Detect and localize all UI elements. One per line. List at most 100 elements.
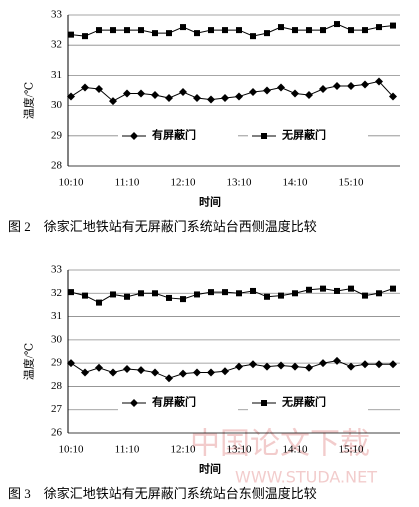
marker — [334, 287, 340, 294]
marker — [264, 293, 270, 300]
marker — [235, 92, 243, 101]
legend-marker — [130, 399, 138, 407]
marker — [389, 92, 397, 101]
x-tick-label: 10:10 — [58, 444, 84, 456]
marker — [151, 368, 159, 377]
y-tick-label: 33 — [51, 9, 63, 21]
y-axis-title: 温度/℃ — [22, 343, 36, 380]
marker — [376, 24, 382, 31]
y-tick-label: 29 — [51, 129, 63, 141]
marker — [319, 359, 327, 368]
marker — [375, 360, 383, 369]
series-line — [70, 80, 394, 102]
marker — [348, 27, 354, 34]
y-tick-label: 29 — [51, 357, 63, 369]
series-line — [70, 288, 394, 304]
marker — [306, 286, 312, 293]
legend-marker — [130, 132, 138, 140]
legend-label: 有屏蔽门 — [152, 128, 196, 142]
marker — [123, 364, 131, 373]
marker — [137, 89, 145, 98]
marker — [67, 359, 75, 368]
caption: 图 3 徐家汇地铁站有无屏蔽门系统站台东侧温度比较 — [8, 486, 317, 501]
marker — [179, 88, 187, 97]
marker — [124, 293, 130, 300]
marker — [361, 80, 369, 89]
marker — [292, 27, 298, 34]
marker — [68, 289, 74, 296]
marker — [278, 292, 284, 299]
x-tick-label: 14:10 — [282, 444, 308, 456]
marker — [166, 294, 172, 301]
marker — [235, 362, 243, 371]
marker — [207, 368, 215, 377]
marker — [305, 91, 313, 100]
marker — [81, 83, 89, 92]
marker — [249, 88, 257, 97]
marker — [334, 21, 340, 28]
marker — [208, 289, 214, 296]
legend-bg — [248, 395, 368, 411]
y-axis-title: 温度/℃ — [22, 82, 36, 119]
marker — [250, 33, 256, 40]
y-tick-label: 33 — [51, 264, 63, 276]
legend-marker — [261, 400, 267, 406]
marker — [376, 290, 382, 297]
x-tick-label: 11:10 — [115, 177, 140, 189]
legend-marker — [261, 133, 267, 139]
marker — [277, 361, 285, 370]
x-tick-label: 15:10 — [338, 177, 364, 189]
marker — [110, 27, 116, 34]
x-axis-title: 时间 — [199, 195, 221, 209]
marker — [95, 84, 103, 93]
marker — [180, 24, 186, 31]
marker — [306, 27, 312, 34]
marker — [152, 290, 158, 297]
marker — [67, 92, 75, 101]
marker — [291, 89, 299, 98]
marker — [236, 290, 242, 297]
marker — [221, 94, 229, 103]
marker — [96, 27, 102, 34]
marker — [348, 285, 354, 292]
marker — [193, 94, 201, 103]
marker — [361, 360, 369, 369]
marker — [249, 360, 257, 369]
marker — [221, 367, 229, 376]
y-tick-label: 30 — [51, 99, 63, 111]
marker — [389, 360, 397, 369]
y-tick-label: 31 — [51, 69, 62, 81]
marker — [180, 296, 186, 303]
marker — [362, 292, 368, 299]
x-tick-label: 15:10 — [338, 444, 364, 456]
marker — [138, 27, 144, 34]
watermark: 中国论文下载 — [190, 427, 370, 462]
y-tick-label: 28 — [51, 160, 63, 172]
marker — [277, 83, 285, 92]
marker — [124, 27, 130, 34]
marker — [278, 24, 284, 31]
marker — [194, 291, 200, 298]
marker — [109, 97, 117, 106]
marker — [263, 86, 271, 95]
marker — [320, 285, 326, 292]
x-tick-label: 11:10 — [115, 444, 140, 456]
legend-label: 有屏蔽门 — [152, 395, 196, 409]
marker — [137, 366, 145, 375]
legend-bg — [118, 395, 238, 411]
x-tick-label: 10:10 — [58, 177, 84, 189]
legend-label: 无屏蔽门 — [281, 128, 326, 142]
legend-bg — [248, 128, 368, 144]
marker — [222, 289, 228, 296]
marker — [333, 356, 341, 365]
caption: 图 2 徐家汇地铁站有无屏蔽门系统站台西侧温度比较 — [8, 219, 317, 234]
marker — [362, 27, 368, 34]
y-tick-label: 30 — [51, 333, 63, 345]
marker — [165, 374, 173, 383]
series-line — [70, 23, 394, 37]
marker — [81, 368, 89, 377]
marker — [236, 27, 242, 34]
marker — [375, 77, 383, 86]
legend-bg — [118, 128, 238, 144]
